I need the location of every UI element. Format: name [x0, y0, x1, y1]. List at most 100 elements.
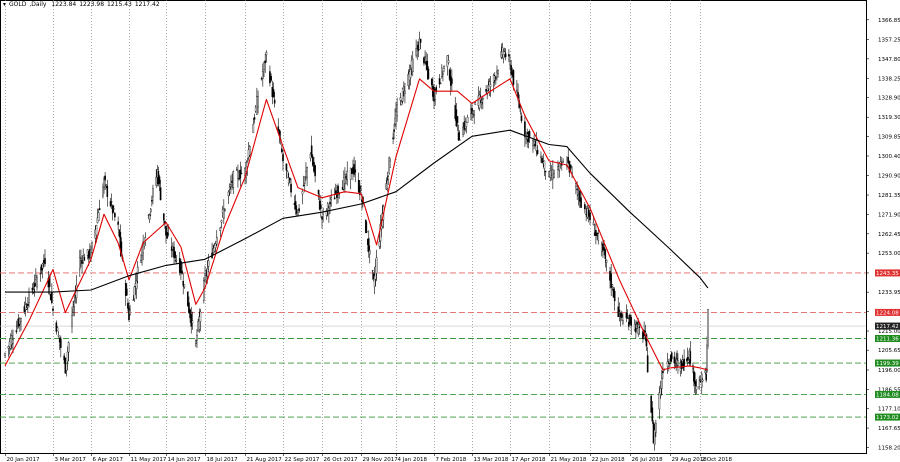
candle-body — [415, 48, 417, 56]
candle-body — [569, 164, 572, 169]
x-tick-label: 13 Mar 2018 — [474, 457, 509, 462]
candle-body — [438, 78, 441, 85]
candle-body — [401, 88, 404, 102]
candle-body — [689, 351, 692, 364]
level-tag — [875, 334, 900, 342]
candle-body — [183, 284, 186, 288]
candle-body — [235, 169, 238, 171]
x-tick-label: 6 Apr 2017 — [93, 457, 124, 462]
candle-body — [611, 284, 614, 287]
candle-body — [44, 258, 46, 265]
candle-body — [117, 221, 119, 225]
candle-body — [693, 372, 696, 384]
candle-body — [365, 220, 367, 233]
x-tick-label: 26 Jul 2018 — [632, 457, 664, 462]
candle-body — [473, 114, 475, 117]
ohlc-high: 1223.98 — [79, 1, 105, 8]
candle-body — [103, 178, 105, 188]
candle-body — [532, 140, 534, 146]
candle-body — [567, 157, 570, 163]
candle-body — [285, 163, 288, 171]
candle-body — [238, 178, 240, 180]
candle-body — [36, 277, 38, 288]
candle-body — [163, 213, 165, 221]
candle-body — [592, 222, 595, 225]
candle-body — [360, 188, 362, 191]
candle-body — [277, 126, 280, 130]
candle-body — [472, 110, 474, 114]
candle-body — [399, 97, 402, 101]
candle-body — [223, 208, 225, 219]
candle-body — [105, 184, 107, 187]
y-tick-label: 1177.10 — [878, 407, 900, 413]
candle-body — [503, 51, 506, 55]
y-tick-label: 1347.80 — [878, 57, 900, 63]
candle-body — [577, 194, 580, 197]
candle-body — [478, 94, 481, 109]
candle-body — [645, 334, 648, 347]
collapse-triangle-icon[interactable]: ▾ — [3, 1, 7, 8]
level-tag-label: 1243.35 — [876, 271, 899, 277]
candle-body — [104, 175, 106, 181]
plot-frame — [0, 0, 867, 454]
candle-body — [65, 363, 68, 371]
candle-body — [252, 123, 255, 133]
candle-body — [474, 102, 477, 105]
candle-body — [509, 61, 511, 65]
candle-body — [228, 186, 231, 190]
x-tick-label: 18 Jul 2017 — [207, 457, 239, 462]
candle-body — [519, 110, 522, 112]
candle-body — [633, 323, 636, 330]
candle-body — [126, 288, 128, 296]
candle-body — [174, 251, 176, 259]
candle-body — [196, 334, 198, 341]
candle-body — [558, 163, 561, 171]
candle-body — [333, 197, 336, 200]
candle-body — [550, 174, 553, 176]
candle-body — [52, 308, 54, 311]
level-tag — [875, 359, 900, 367]
level-tag-label: 1173.02 — [876, 415, 899, 421]
candle-body — [227, 191, 230, 197]
candle-body — [135, 280, 138, 289]
candle-body — [504, 53, 507, 58]
candle-body — [462, 126, 464, 135]
candle-body — [510, 65, 512, 75]
candle-body — [681, 359, 684, 362]
candle-body — [237, 171, 239, 179]
candle-body — [186, 291, 189, 307]
candle-body — [423, 57, 425, 64]
candle-body — [400, 101, 403, 106]
chart-header: ▾ GOLD ,Daily 1223.84 1223.98 1215.43 1217.42 — [3, 1, 160, 8]
candle-body — [310, 145, 313, 158]
x-tick-label: 20 Jan 2017 — [7, 457, 40, 462]
y-tick-label: 1328.90 — [878, 96, 900, 102]
timeframe-label: Daily — [31, 1, 47, 8]
candle-body — [373, 275, 376, 288]
fast-moving-average-line — [4, 78, 709, 371]
candle-body — [426, 61, 429, 71]
candle-body — [419, 38, 422, 43]
candle-body — [175, 260, 178, 262]
candle-body — [182, 281, 185, 286]
candle-body — [71, 315, 73, 327]
x-tick-label: 14 Jun 2017 — [168, 457, 202, 462]
candle-body — [240, 172, 243, 174]
candle-body — [219, 227, 222, 232]
candle-body — [705, 373, 707, 381]
candle-body — [190, 313, 193, 327]
candle-body — [354, 169, 357, 173]
candle-body — [699, 376, 701, 380]
candle-body — [668, 363, 670, 368]
candle-body — [290, 183, 292, 193]
candle-body — [353, 164, 355, 175]
candle-body — [20, 318, 22, 322]
candle-body — [289, 178, 291, 181]
candle-body — [314, 165, 316, 177]
candle-body — [443, 66, 445, 69]
candle-body — [272, 89, 275, 97]
candle-body — [189, 309, 191, 319]
candle-body — [686, 357, 689, 360]
candle-body — [659, 388, 662, 395]
